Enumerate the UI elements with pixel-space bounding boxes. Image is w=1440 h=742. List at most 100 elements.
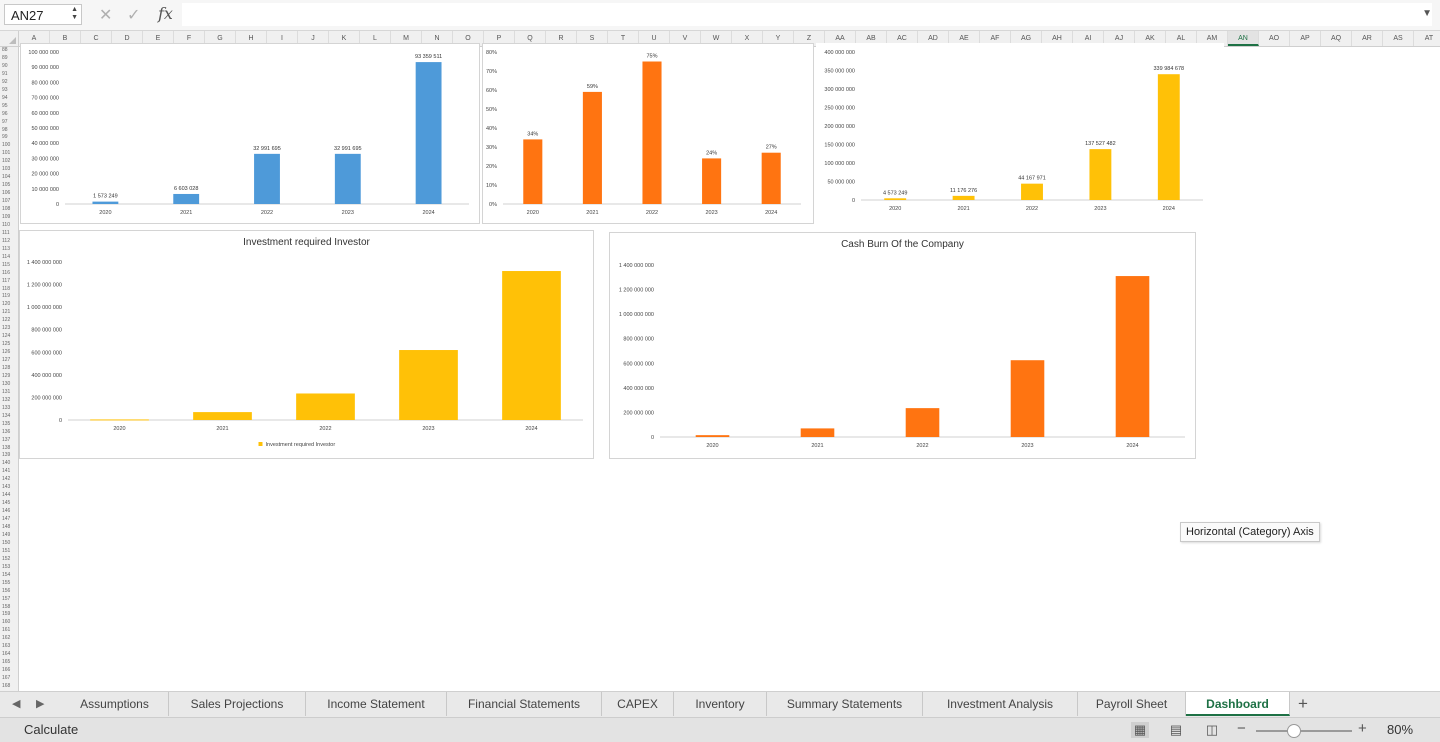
column-header-aq[interactable]: AQ: [1321, 31, 1352, 46]
row-header-123[interactable]: 123: [2, 325, 11, 332]
row-header-135[interactable]: 135: [2, 420, 11, 427]
column-header-ac[interactable]: AC: [887, 31, 918, 46]
row-header-95[interactable]: 95: [2, 102, 8, 109]
column-header-d[interactable]: D: [112, 31, 143, 46]
column-header-h[interactable]: H: [236, 31, 267, 46]
column-header-q[interactable]: Q: [515, 31, 546, 46]
column-header-ah[interactable]: AH: [1042, 31, 1073, 46]
column-header-n[interactable]: N: [422, 31, 453, 46]
row-header-143[interactable]: 143: [2, 484, 11, 491]
row-header-149[interactable]: 149: [2, 531, 11, 538]
row-header-142[interactable]: 142: [2, 476, 11, 483]
normal-view-icon[interactable]: ▦: [1131, 722, 1149, 738]
page-break-view-icon[interactable]: ◫: [1205, 722, 1219, 737]
sheet-tab-dashboard[interactable]: Dashboard: [1186, 692, 1290, 716]
row-header-124[interactable]: 124: [2, 333, 11, 340]
row-header-138[interactable]: 138: [2, 444, 11, 451]
chart-blue-bars[interactable]: 0 10 000 000 20 000 000 30 000 000 40 000 00…: [20, 43, 480, 224]
row-header-118[interactable]: 118: [2, 285, 10, 292]
row-header-146[interactable]: 146: [2, 508, 11, 515]
expand-formula-bar-icon[interactable]: ▼: [1422, 8, 1432, 19]
row-header-104[interactable]: 104: [2, 174, 11, 181]
row-header-112[interactable]: 112: [2, 237, 10, 244]
row-header-154[interactable]: 154: [2, 571, 11, 578]
row-header-97[interactable]: 97: [2, 118, 8, 125]
row-header-137[interactable]: 137: [2, 436, 11, 443]
row-header-125[interactable]: 125: [2, 341, 11, 348]
row-header-92[interactable]: 92: [2, 78, 8, 85]
row-header-150[interactable]: 150: [2, 539, 11, 546]
sheet-tab-inventory[interactable]: Inventory: [674, 692, 767, 716]
name-box-stepper-icon[interactable]: ▲ ▼: [71, 6, 78, 21]
cancel-icon[interactable]: ✕: [99, 7, 113, 24]
chart-yellow-bars[interactable]: 0 50 000 000 100 000 000 150 000 000 200 000…: [816, 43, 1224, 223]
formula-input[interactable]: [182, 3, 1432, 26]
row-header-144[interactable]: 144: [2, 492, 11, 499]
column-header-e[interactable]: E: [143, 31, 174, 46]
column-header-ag[interactable]: AG: [1011, 31, 1042, 46]
column-header-j[interactable]: J: [298, 31, 329, 46]
row-header-145[interactable]: 145: [2, 500, 11, 507]
column-header-z[interactable]: Z: [794, 31, 825, 46]
row-header-113[interactable]: 113: [2, 245, 10, 252]
row-header-155[interactable]: 155: [2, 579, 11, 586]
page-layout-view-icon[interactable]: ▤: [1169, 722, 1183, 737]
row-header-119[interactable]: 119: [2, 293, 10, 300]
column-header-b[interactable]: B: [50, 31, 81, 46]
row-header-132[interactable]: 132: [2, 396, 11, 403]
column-header-s[interactable]: S: [577, 31, 608, 46]
row-header-88[interactable]: 88: [2, 47, 8, 53]
column-header-m[interactable]: M: [391, 31, 422, 46]
row-header-106[interactable]: 106: [2, 190, 11, 197]
zoom-out-button[interactable]: −: [1237, 720, 1246, 737]
column-header-am[interactable]: AM: [1197, 31, 1228, 46]
column-header-al[interactable]: AL: [1166, 31, 1197, 46]
next-sheet-icon[interactable]: ▶: [36, 698, 45, 710]
sheet-tab-capex[interactable]: CAPEX: [602, 692, 674, 716]
row-header-101[interactable]: 101: [2, 150, 11, 157]
row-header-102[interactable]: 102: [2, 158, 11, 165]
row-header-168[interactable]: 168: [2, 683, 11, 690]
column-header-ap[interactable]: AP: [1290, 31, 1321, 46]
column-header-ak[interactable]: AK: [1135, 31, 1166, 46]
column-header-ao[interactable]: AO: [1259, 31, 1290, 46]
row-header-139[interactable]: 139: [2, 452, 11, 459]
row-header-162[interactable]: 162: [2, 635, 11, 642]
row-header-167[interactable]: 167: [2, 675, 11, 682]
sheet-tab-payroll-sheet[interactable]: Payroll Sheet: [1078, 692, 1186, 716]
row-header-117[interactable]: 117: [2, 277, 10, 284]
row-header-153[interactable]: 153: [2, 563, 11, 570]
row-header-107[interactable]: 107: [2, 198, 11, 205]
row-header-100[interactable]: 100: [2, 142, 11, 149]
column-header-a[interactable]: A: [19, 31, 50, 46]
column-header-y[interactable]: Y: [763, 31, 794, 46]
row-header-120[interactable]: 120: [2, 301, 11, 308]
select-all-corner[interactable]: [0, 31, 19, 46]
sheet-tab-assumptions[interactable]: Assumptions: [61, 692, 169, 716]
row-header-158[interactable]: 158: [2, 603, 11, 610]
row-header-165[interactable]: 165: [2, 659, 11, 666]
column-header-w[interactable]: W: [701, 31, 732, 46]
row-header-127[interactable]: 127: [2, 357, 11, 364]
row-header-91[interactable]: 91: [2, 70, 8, 77]
row-header-111[interactable]: 111: [2, 229, 10, 236]
row-header-103[interactable]: 103: [2, 166, 11, 173]
column-header-aj[interactable]: AJ: [1104, 31, 1135, 46]
column-header-g[interactable]: G: [205, 31, 236, 46]
sheet-tab-investment-analysis[interactable]: Investment Analysis: [923, 692, 1078, 716]
row-header-159[interactable]: 159: [2, 611, 11, 618]
row-header-147[interactable]: 147: [2, 516, 11, 523]
column-header-p[interactable]: P: [484, 31, 515, 46]
chart-investment-required[interactable]: Investment required Investor 0 200 000 00…: [19, 230, 594, 459]
row-header-98[interactable]: 98: [2, 126, 8, 133]
row-header-126[interactable]: 126: [2, 349, 11, 356]
column-header-l[interactable]: L: [360, 31, 391, 46]
zoom-slider[interactable]: [1256, 730, 1352, 732]
row-header-110[interactable]: 110: [2, 221, 10, 228]
column-header-r[interactable]: R: [546, 31, 577, 46]
zoom-in-button[interactable]: +: [1358, 720, 1367, 737]
column-header-af[interactable]: AF: [980, 31, 1011, 46]
row-header-128[interactable]: 128: [2, 365, 11, 372]
row-header-136[interactable]: 136: [2, 428, 11, 435]
enter-check-icon[interactable]: ✓: [127, 7, 141, 24]
